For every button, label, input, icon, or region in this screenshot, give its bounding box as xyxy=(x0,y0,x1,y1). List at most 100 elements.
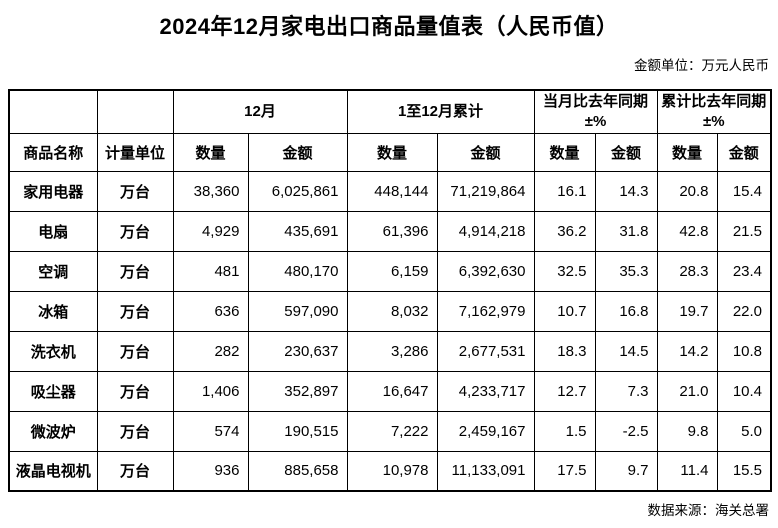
group-header-jan-to-dec: 1至12月累计 xyxy=(346,89,535,134)
group-label: 12月 xyxy=(244,102,276,120)
cell-value: 435,691 xyxy=(247,210,348,252)
cell-value: 636 xyxy=(172,290,249,332)
table-row: 冰箱 万台 636 597,090 8,032 7,162,979 10.7 16.8 19.7… xyxy=(8,290,772,332)
table-row: 微波炉 万台 574 190,515 7,222 2,459,167 1.5 -2.5 9.8 5… xyxy=(8,410,772,452)
cell-value: 9.8 xyxy=(656,410,718,452)
table-row: 空调 万台 481 480,170 6,159 6,392,630 32.5 35.3 28.3… xyxy=(8,250,772,292)
cell-unit: 万台 xyxy=(96,170,174,212)
group-header-december: 12月 xyxy=(172,89,348,134)
cell-value: 10,978 xyxy=(346,450,438,492)
cell-value: 10.7 xyxy=(533,290,596,332)
cell-value: 480,170 xyxy=(247,250,348,292)
cell-value: 6,025,861 xyxy=(247,170,348,212)
cell-product-name: 洗衣机 xyxy=(8,330,98,372)
cell-value: 10.4 xyxy=(716,370,772,412)
cell-value: 12.7 xyxy=(533,370,596,412)
group-sublabel: ±% xyxy=(702,112,725,130)
cell-value: 1.5 xyxy=(533,410,596,452)
blank-header-cell xyxy=(8,89,98,134)
cell-value: 71,219,864 xyxy=(436,170,535,212)
cell-value: 16,647 xyxy=(346,370,438,412)
col-header-quantity: 数量 xyxy=(656,132,718,172)
cell-value: 7.3 xyxy=(594,370,658,412)
cell-unit: 万台 xyxy=(96,410,174,452)
cell-value: 5.0 xyxy=(716,410,772,452)
export-data-table: 12月 1至12月累计 当月比去年同期 ±% 累计比去年同期 ±% 商品名称 计量单… xyxy=(8,89,773,492)
cell-value: 16.8 xyxy=(594,290,658,332)
cell-value: 190,515 xyxy=(247,410,348,452)
cell-value: 32.5 xyxy=(533,250,596,292)
cell-value: 2,677,531 xyxy=(436,330,535,372)
cell-unit: 万台 xyxy=(96,250,174,292)
cell-value: 17.5 xyxy=(533,450,596,492)
cell-value: 448,144 xyxy=(346,170,438,212)
cell-product-name: 空调 xyxy=(8,250,98,292)
table-body: 家用电器 万台 38,360 6,025,861 448,144 71,219,864 16… xyxy=(8,170,772,492)
group-label: 当月比去年同期 xyxy=(543,92,649,110)
cell-value: 38,360 xyxy=(172,170,249,212)
cell-value: 7,162,979 xyxy=(436,290,535,332)
cell-value: 4,233,717 xyxy=(436,370,535,412)
cell-value: 597,090 xyxy=(247,290,348,332)
cell-value: 9.7 xyxy=(594,450,658,492)
cell-unit: 万台 xyxy=(96,290,174,332)
cell-value: 36.2 xyxy=(533,210,596,252)
cell-value: 20.8 xyxy=(656,170,718,212)
cell-value: 936 xyxy=(172,450,249,492)
col-header-quantity: 数量 xyxy=(346,132,438,172)
cell-product-name: 液晶电视机 xyxy=(8,450,98,492)
cell-value: 14.2 xyxy=(656,330,718,372)
cell-value: 11,133,091 xyxy=(436,450,535,492)
group-header-month-yoy: 当月比去年同期 ±% xyxy=(533,89,658,134)
cell-value: 8,032 xyxy=(346,290,438,332)
cell-value: 23.4 xyxy=(716,250,772,292)
cell-value: 4,914,218 xyxy=(436,210,535,252)
cell-value: 61,396 xyxy=(346,210,438,252)
group-label: 累计比去年同期 xyxy=(661,92,767,110)
cell-value: 282 xyxy=(172,330,249,372)
cell-value: 21.0 xyxy=(656,370,718,412)
cell-value: 574 xyxy=(172,410,249,452)
cell-value: 6,159 xyxy=(346,250,438,292)
cell-product-name: 冰箱 xyxy=(8,290,98,332)
cell-unit: 万台 xyxy=(96,330,174,372)
table-row: 洗衣机 万台 282 230,637 3,286 2,677,531 18.3 14.5 14.… xyxy=(8,330,772,372)
cell-value: 4,929 xyxy=(172,210,249,252)
col-header-amount: 金额 xyxy=(247,132,348,172)
cell-product-name: 吸尘器 xyxy=(8,370,98,412)
cell-unit: 万台 xyxy=(96,370,174,412)
cell-value: 14.5 xyxy=(594,330,658,372)
cell-value: 2,459,167 xyxy=(436,410,535,452)
cell-value: 21.5 xyxy=(716,210,772,252)
cell-value: 481 xyxy=(172,250,249,292)
cell-value: 31.8 xyxy=(594,210,658,252)
cell-value: 10.8 xyxy=(716,330,772,372)
blank-header-cell xyxy=(96,89,174,134)
cell-value: 15.5 xyxy=(716,450,772,492)
cell-value: 22.0 xyxy=(716,290,772,332)
col-header-product-name: 商品名称 xyxy=(8,132,98,172)
cell-product-name: 家用电器 xyxy=(8,170,98,212)
cell-value: 19.7 xyxy=(656,290,718,332)
column-header-row: 商品名称 计量单位 数量 金额 数量 金额 数量 金额 数量 金额 xyxy=(8,132,772,172)
page-title: 2024年12月家电出口商品量值表（人民币值） xyxy=(159,14,619,39)
col-header-quantity: 数量 xyxy=(172,132,249,172)
cell-value: 1,406 xyxy=(172,370,249,412)
cell-value: -2.5 xyxy=(594,410,658,452)
col-header-amount: 金额 xyxy=(436,132,535,172)
col-header-amount: 金额 xyxy=(594,132,658,172)
col-header-amount: 金额 xyxy=(716,132,772,172)
cell-value: 14.3 xyxy=(594,170,658,212)
group-header-row: 12月 1至12月累计 当月比去年同期 ±% 累计比去年同期 ±% xyxy=(8,89,772,134)
col-header-unit: 计量单位 xyxy=(96,132,174,172)
cell-value: 15.4 xyxy=(716,170,772,212)
col-header-quantity: 数量 xyxy=(533,132,596,172)
cell-product-name: 微波炉 xyxy=(8,410,98,452)
source-note: 数据来源：海关总署 xyxy=(647,503,770,518)
cell-product-name: 电扇 xyxy=(8,210,98,252)
table-row: 吸尘器 万台 1,406 352,897 16,647 4,233,717 12.7 7.3 2… xyxy=(8,370,772,412)
cell-value: 6,392,630 xyxy=(436,250,535,292)
table-row: 液晶电视机 万台 936 885,658 10,978 11,133,091 17.5 9.7… xyxy=(8,450,772,492)
table-row: 电扇 万台 4,929 435,691 61,396 4,914,218 36.2 31.8 4… xyxy=(8,210,772,252)
